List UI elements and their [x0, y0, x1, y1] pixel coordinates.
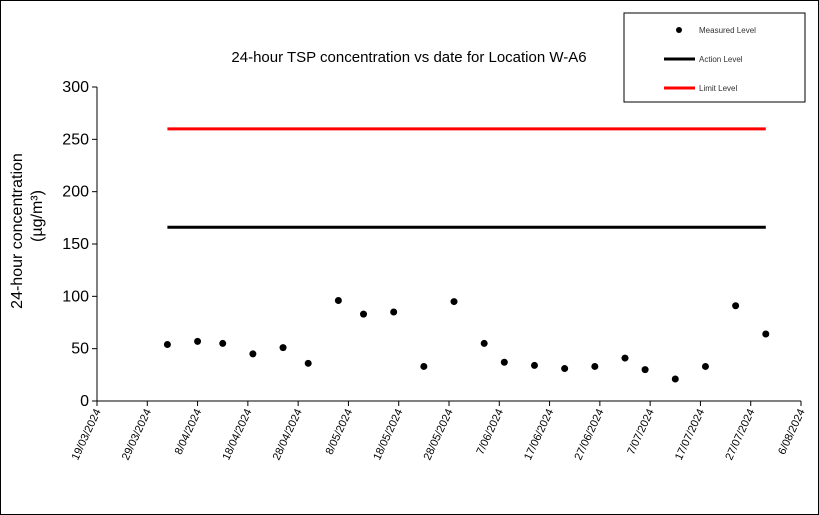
x-tick-label: 6/08/2024 [776, 407, 808, 456]
measured-level-point [390, 308, 398, 316]
measured-level-point [334, 297, 342, 305]
legend-box [623, 12, 806, 103]
chart-title: 24-hour TSP concentration vs date for Lo… [231, 49, 586, 66]
measured-level-point [530, 361, 538, 369]
x-tick-label: 28/05/2024 [422, 407, 456, 462]
x-tick-label: 17/06/2024 [522, 407, 556, 462]
measured-level-point [249, 350, 257, 358]
legend-label: Limit Level [699, 84, 737, 93]
y-tick-label: 0 [80, 393, 89, 410]
y-tick-label: 300 [62, 79, 89, 96]
measured-level-point [701, 362, 709, 370]
legend: Measured Level Action Level Limit Level [623, 12, 806, 103]
measured-level-point [621, 354, 629, 362]
measured-level-point [304, 359, 312, 367]
y-tick-label: 50 [71, 341, 89, 358]
x-tick-label: 17/07/2024 [673, 407, 707, 462]
x-tick-label: 7/07/2024 [625, 407, 657, 456]
x-tick-label: 8/05/2024 [324, 407, 356, 456]
y-tick-label: 150 [62, 236, 89, 253]
measured-level-point [732, 302, 740, 310]
measured-level-point [641, 366, 649, 374]
measured-level-point [480, 339, 488, 347]
measured-level-point [450, 298, 458, 306]
measured-level-point [591, 362, 599, 370]
x-tick-label: 8/04/2024 [173, 407, 205, 456]
x-tick-label: 19/03/2024 [70, 407, 104, 462]
measured-level-point [420, 362, 428, 370]
legend-label: Measured Level [699, 26, 756, 35]
measured-level-point [500, 358, 508, 366]
x-tick-label: 29/03/2024 [120, 407, 154, 462]
measured-level-point [163, 340, 171, 348]
y-tick-label: 200 [62, 184, 89, 201]
measured-level-point [219, 339, 227, 347]
legend-swatch [676, 27, 682, 33]
measured-level-point [671, 375, 679, 383]
y-axis-label-main: 24-hour concentration [9, 153, 26, 309]
y-tick-label: 100 [62, 288, 89, 305]
y-tick-label: 250 [62, 131, 89, 148]
y-axis-label-unit: (µg/m³) [29, 190, 46, 242]
x-tick-label: 18/04/2024 [220, 407, 254, 462]
x-tick-label: 18/05/2024 [371, 407, 405, 462]
measured-level-point [194, 337, 202, 345]
measured-level-point [360, 310, 368, 318]
y-axis-label: 24-hour concentration (µg/m³) [9, 153, 46, 309]
measured-level-point [279, 344, 287, 352]
measured-level-point [762, 330, 770, 338]
x-tick-label: 27/07/2024 [723, 407, 757, 462]
x-tick-label: 27/06/2024 [572, 407, 606, 462]
x-tick-label: 7/06/2024 [474, 407, 506, 456]
measured-level-point [561, 365, 569, 373]
plot-area: 0 50 100 150 200 250 300 19/03/2024 29/03/2024 8/… [62, 79, 807, 462]
legend-label: Action Level [699, 55, 743, 64]
x-tick-label: 28/04/2024 [271, 407, 305, 462]
